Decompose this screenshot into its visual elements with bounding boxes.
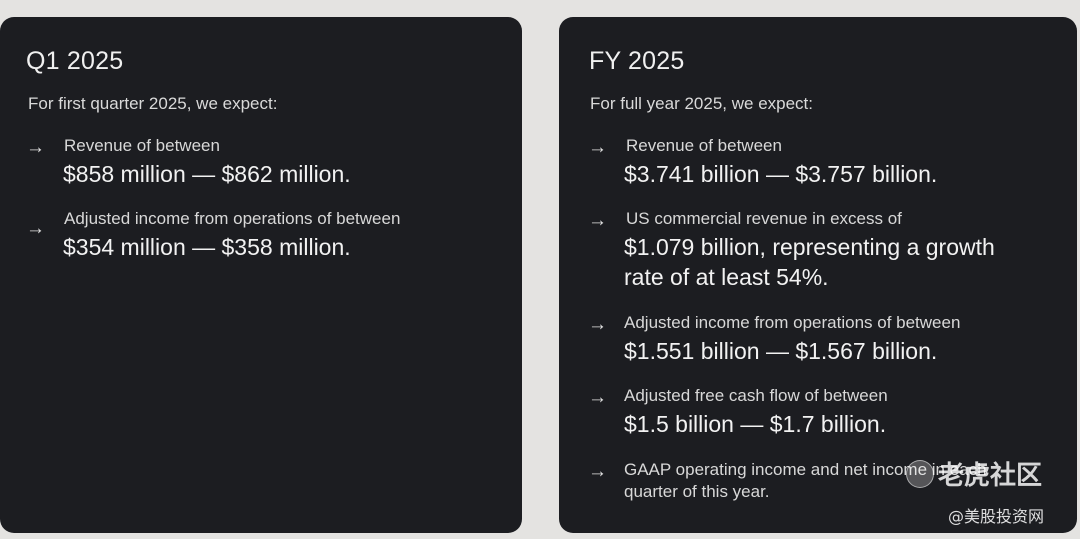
guidance-item: → Adjusted income from operations of bet…	[26, 209, 506, 271]
item-value-line-2: rate of at least 54%.	[624, 264, 829, 290]
guidance-item: → Revenue of between $3.741 billion — $3…	[588, 136, 1058, 198]
guidance-item: → Revenue of between $858 million — $862…	[26, 136, 506, 198]
item-label-line-1: GAAP operating income and net income in …	[624, 460, 987, 479]
guidance-item: → Adjusted free cash flow of between $1.…	[588, 386, 1058, 448]
arrow-right-icon: →	[588, 387, 607, 408]
arrow-right-icon: →	[588, 314, 607, 335]
arrow-right-icon: →	[26, 137, 45, 158]
guidance-item: → Adjusted income from operations of bet…	[588, 313, 1058, 375]
item-label-line-2: quarter of this year.	[624, 482, 770, 501]
watermark-text: 老虎社区	[938, 461, 1043, 491]
card-subtitle: For full year 2025, we expect:	[590, 94, 814, 113]
arrow-right-icon: →	[588, 461, 607, 482]
guidance-item: → US commercial revenue in excess of $1.…	[588, 209, 1058, 301]
item-value-line-1: $1.079 billion, representing a growth	[624, 234, 995, 260]
arrow-right-icon: →	[588, 210, 607, 231]
arrow-right-icon: →	[26, 218, 45, 239]
watermark-subtext: @美股投资网	[948, 507, 1045, 526]
arrow-right-icon: →	[588, 137, 607, 158]
q1-guidance-card: Q1 2025 For first quarter 2025, we expec…	[0, 17, 522, 533]
guidance-item: → GAAP operating income and net income i…	[588, 460, 1058, 512]
item-label: Adjusted income from operations of betwe…	[624, 313, 961, 332]
card-subtitle: For first quarter 2025, we expect:	[28, 94, 278, 113]
card-title: FY 2025	[589, 47, 685, 75]
item-label: Revenue of between	[64, 136, 220, 155]
item-value: $354 million — $358 million.	[63, 234, 351, 260]
item-value: $1.551 billion — $1.567 billion.	[624, 338, 938, 364]
item-value: $858 million — $862 million.	[63, 161, 351, 187]
item-value: $3.741 billion — $3.757 billion.	[624, 161, 938, 187]
watermark-logo-icon	[906, 460, 934, 488]
item-label: Adjusted free cash flow of between	[624, 386, 888, 405]
item-label: Adjusted income from operations of betwe…	[64, 209, 401, 228]
item-label: US commercial revenue in excess of	[626, 209, 902, 228]
item-label: Revenue of between	[626, 136, 782, 155]
item-value: $1.5 billion — $1.7 billion.	[624, 411, 887, 437]
card-title: Q1 2025	[26, 47, 124, 75]
fy-guidance-card: FY 2025 For full year 2025, we expect: →…	[559, 17, 1077, 533]
